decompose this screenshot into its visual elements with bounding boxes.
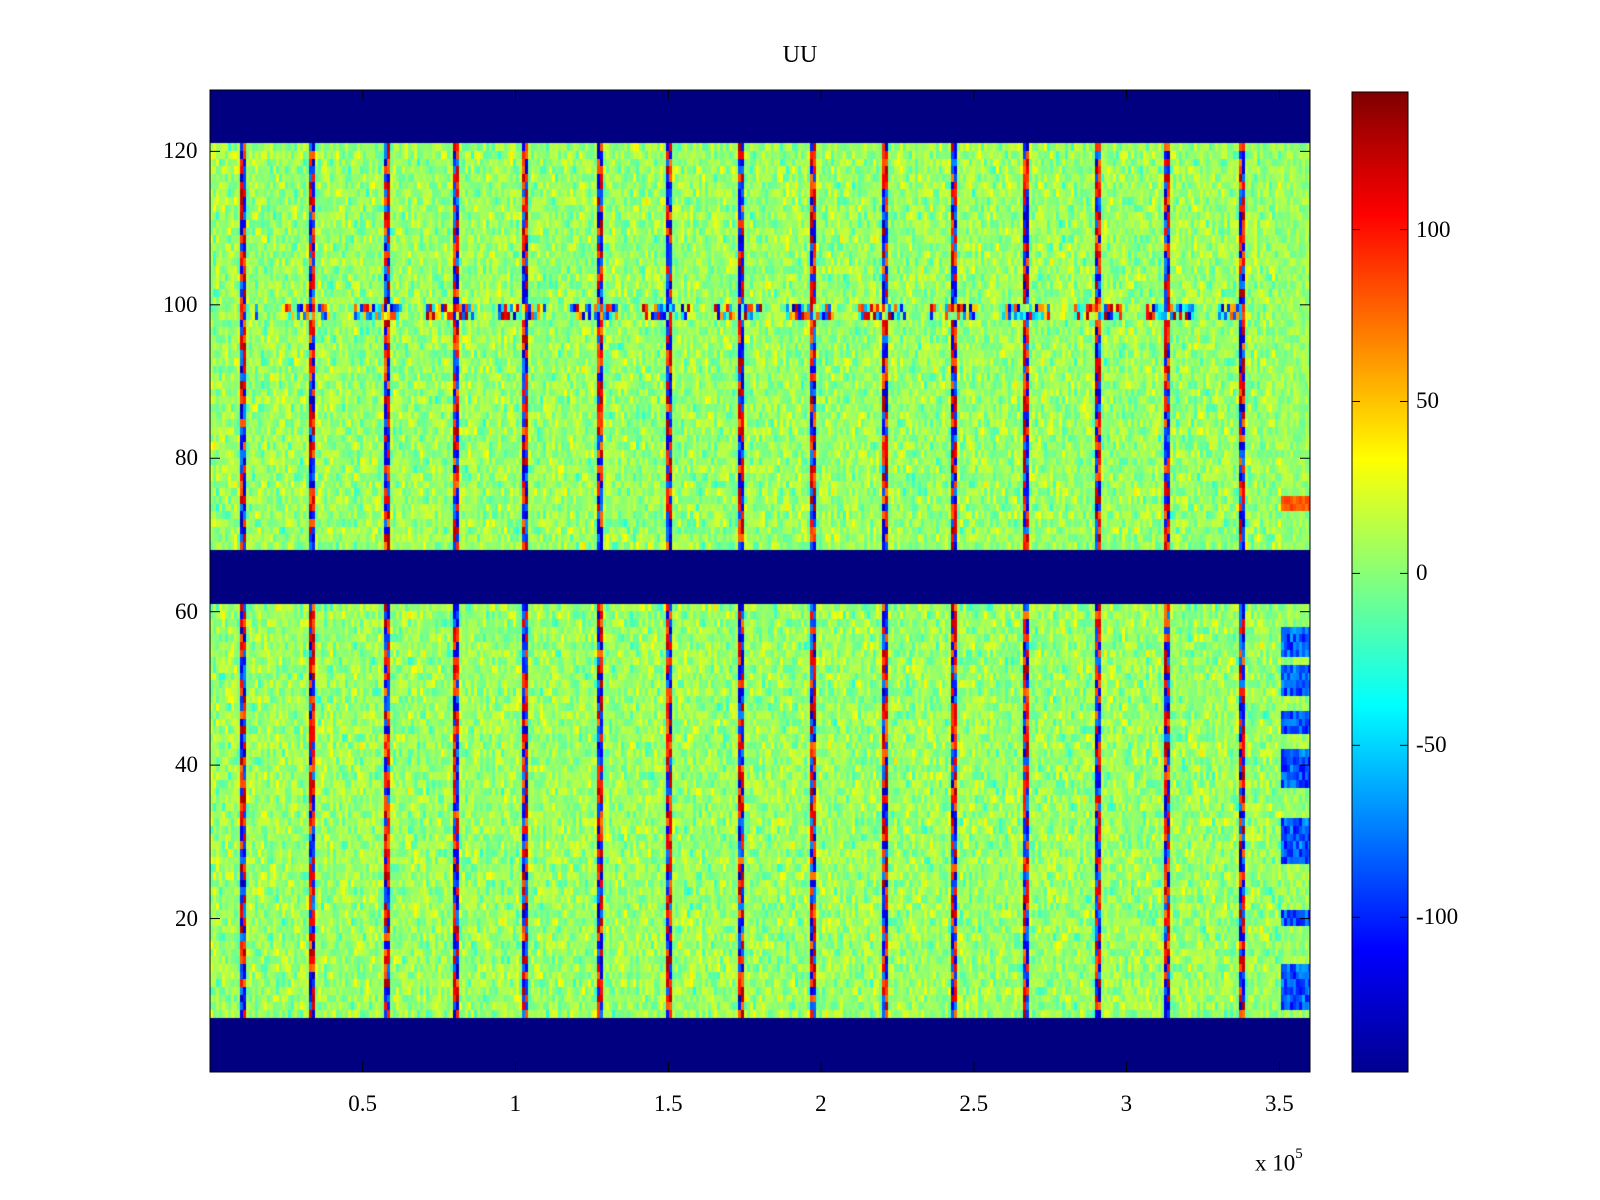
chart-title: UU	[782, 42, 818, 68]
x-tick-label: 3.5	[1264, 1091, 1294, 1116]
colorbar-ticks	[1352, 229, 1408, 918]
y-tick-label: 40	[175, 752, 198, 778]
y-tick-label: 100	[163, 291, 198, 317]
x-tick-label: 2	[815, 1091, 827, 1116]
plot-frame	[209, 89, 1311, 1073]
x-tick-label: 2.5	[959, 1091, 989, 1116]
x-exponent-base: x 10	[1255, 1150, 1296, 1176]
x-tick-label: 1.5	[653, 1091, 683, 1116]
x-tick-label: 3	[1120, 1091, 1133, 1116]
x-tick-label: 1	[509, 1091, 522, 1116]
colorbar-tick-label: 50	[1416, 388, 1439, 414]
y-tick-label: 60	[175, 598, 198, 624]
colorbar-tick-label: -100	[1416, 904, 1459, 930]
y-tick-label: 120	[163, 138, 198, 164]
colorbar-tick-label: 100	[1416, 216, 1451, 242]
colorbar-tick-label: -50	[1416, 732, 1447, 758]
y-tick-label: 80	[175, 445, 198, 471]
colorbar	[1351, 91, 1409, 1073]
colorbar-tick-label: 0	[1416, 560, 1428, 586]
heatmap-image	[210, 90, 1310, 1072]
x-exponent-power: 5	[1295, 1146, 1303, 1162]
y-tick-label: 20	[175, 905, 198, 931]
x-exponent-label: x 105	[1255, 1146, 1303, 1177]
x-tick-label: 0.5	[348, 1091, 378, 1116]
axis-ticks	[210, 90, 1310, 1072]
